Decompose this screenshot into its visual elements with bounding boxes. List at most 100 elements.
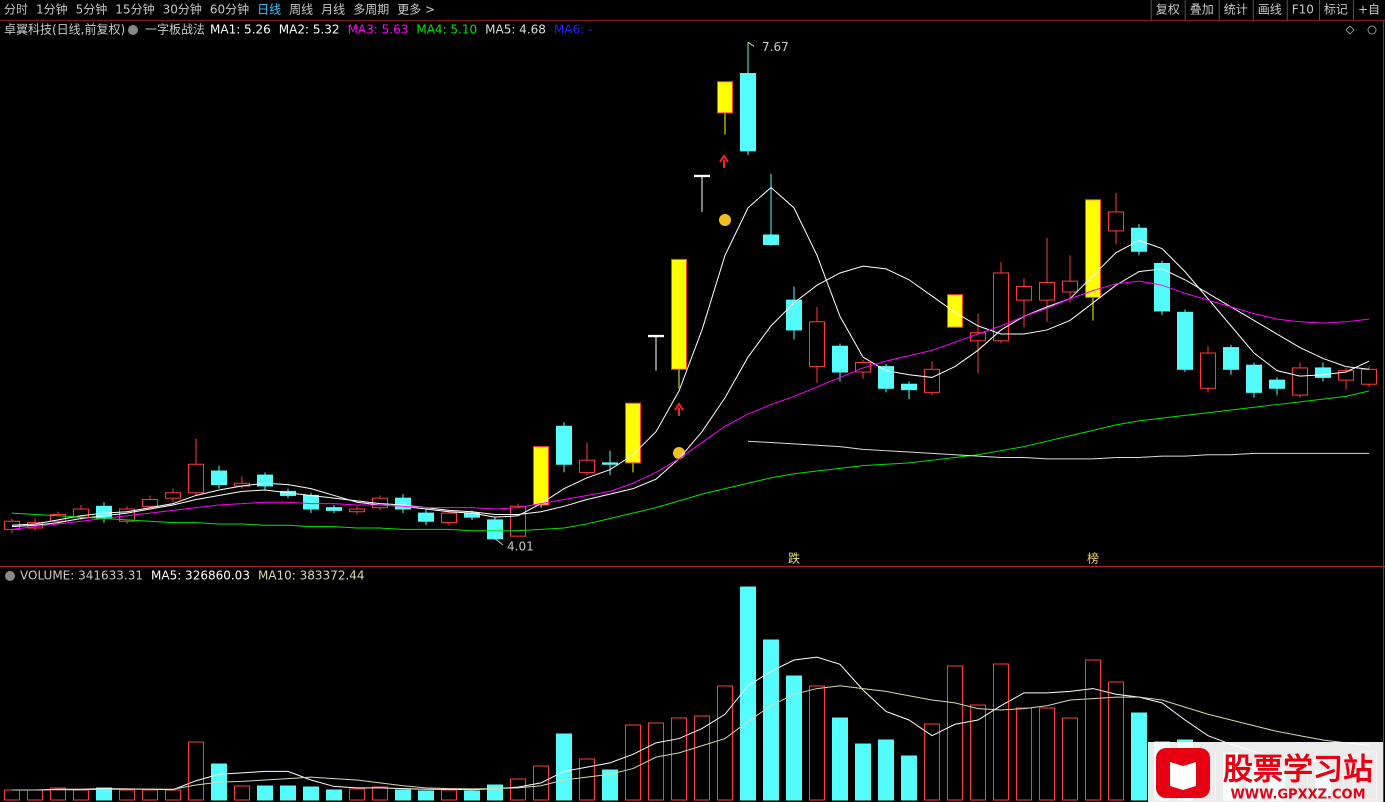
volume-bar xyxy=(349,788,365,801)
volume-bar xyxy=(1062,717,1078,801)
smiley-icon xyxy=(673,447,685,459)
candle-body xyxy=(1016,286,1032,301)
up-arrow xyxy=(674,402,684,416)
book-icon xyxy=(1170,762,1196,790)
legend-entry: MA5: 4.68 xyxy=(485,23,546,37)
candle-body xyxy=(1223,347,1239,370)
volume-bar xyxy=(1039,707,1055,801)
candle-body xyxy=(1062,280,1078,293)
volume-bar xyxy=(625,724,641,801)
volume-bar xyxy=(717,685,733,801)
candle-body xyxy=(1039,281,1055,301)
candle-body xyxy=(1269,379,1285,389)
legend-entry: MA10: 383372.44 xyxy=(258,569,365,583)
candle-body xyxy=(533,446,549,506)
candle-body xyxy=(487,519,503,540)
marker-label: 跌 xyxy=(788,551,800,566)
volume-dropdown-icon[interactable] xyxy=(5,571,15,581)
volume-bar xyxy=(73,789,89,801)
volume-bar xyxy=(924,723,940,801)
volume-bar xyxy=(556,733,572,801)
period-tab[interactable]: 30分钟 xyxy=(163,2,202,17)
low-label: 4.01 xyxy=(507,539,534,553)
volume-bar xyxy=(510,778,526,801)
candle-body xyxy=(441,512,457,524)
tool-button[interactable]: 标记 xyxy=(1324,3,1348,17)
volume-bar xyxy=(27,789,43,801)
volume-bar xyxy=(487,784,503,801)
diamond-icon[interactable] xyxy=(1345,25,1355,35)
tool-button[interactable]: 统计 xyxy=(1224,3,1248,17)
candle-body xyxy=(1292,367,1308,396)
watermark: 股票学习站 WWW.GPXXZ.COM xyxy=(1148,742,1383,802)
period-tab[interactable]: 日线 xyxy=(257,3,281,17)
candle-body xyxy=(717,81,733,114)
tool-button[interactable]: +自 xyxy=(1358,3,1380,17)
candle-body xyxy=(625,402,641,464)
title-icons xyxy=(5,25,1377,581)
period-tab[interactable]: 月线 xyxy=(321,3,345,17)
tool-button[interactable]: 叠加 xyxy=(1190,3,1214,17)
volume-bar xyxy=(740,586,756,801)
volume-bar xyxy=(257,785,273,801)
volume-bar xyxy=(1131,712,1147,801)
volume-bar xyxy=(165,789,181,801)
candle-body xyxy=(855,362,871,373)
legend-entry: MA4: 5.10 xyxy=(416,23,477,37)
period-tab[interactable]: 周线 xyxy=(289,3,313,17)
period-tab[interactable]: 5分钟 xyxy=(76,2,108,17)
legend-entry: MA5: 326860.03 xyxy=(151,569,250,583)
candle-body xyxy=(1361,368,1377,385)
candle-body xyxy=(901,383,917,391)
up-arrow xyxy=(719,154,729,168)
candle-body xyxy=(1177,311,1193,370)
tool-button[interactable]: 画线 xyxy=(1258,3,1282,17)
period-tab[interactable]: 1分钟 xyxy=(36,2,68,17)
volume-bar xyxy=(832,717,848,801)
high-leader xyxy=(747,41,755,47)
tool-button[interactable]: F10 xyxy=(1292,3,1314,17)
period-tab[interactable]: 多周期 xyxy=(353,3,389,17)
volume-bar xyxy=(50,787,66,801)
volume-bar xyxy=(763,639,779,801)
candle-body xyxy=(326,507,342,511)
candle-body xyxy=(1108,211,1124,232)
candle-body xyxy=(786,299,802,331)
ma-line xyxy=(11,265,1370,528)
ma-line xyxy=(11,390,1370,532)
period-tab[interactable]: 15分钟 xyxy=(115,2,154,17)
volume-bar xyxy=(441,789,457,801)
candle-body xyxy=(418,512,434,522)
candle-body xyxy=(579,459,595,473)
smiley-icon xyxy=(719,214,731,226)
volume-bar xyxy=(395,789,411,801)
period-tab[interactable]: 分时 xyxy=(4,3,28,17)
candle-body xyxy=(924,368,940,393)
tool-button[interactable]: 复权 xyxy=(1156,3,1180,17)
dropdown-icon[interactable] xyxy=(128,25,138,35)
period-tab[interactable]: 更多 > xyxy=(397,3,435,17)
candle-body xyxy=(1085,199,1101,298)
volume-bar xyxy=(901,755,917,801)
watermark-title: 股票学习站 xyxy=(1223,753,1373,788)
volume-bar xyxy=(993,663,1009,801)
marker-label: 榜 xyxy=(1087,551,1099,566)
low-leader xyxy=(494,538,504,546)
marker-box xyxy=(783,551,805,566)
volume-bar xyxy=(878,739,894,801)
volume-bar xyxy=(602,769,618,801)
toolbar-bg xyxy=(0,0,1385,20)
period-tab[interactable]: 60分钟 xyxy=(210,2,249,17)
volume-bar xyxy=(4,789,20,801)
candle-body xyxy=(763,234,779,245)
candle-body xyxy=(1131,227,1147,252)
volume-bar xyxy=(1108,681,1124,801)
volume-bar xyxy=(855,743,871,801)
candle-body xyxy=(878,366,894,389)
volume-bar xyxy=(142,789,158,801)
candle-body xyxy=(1200,352,1216,389)
circle-icon[interactable] xyxy=(1367,25,1377,35)
candle-body xyxy=(303,494,319,510)
candle-body xyxy=(50,513,66,522)
